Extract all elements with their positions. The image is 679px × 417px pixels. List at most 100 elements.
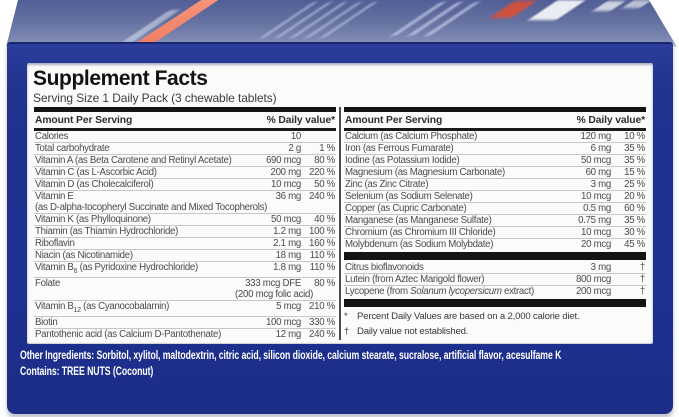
table-row: Vitamin D (as Cholecalciferol) 10 mcg 50 %	[34, 178, 336, 190]
nutrient-daily-value: 80 %	[314, 155, 335, 167]
column-header: Amount Per Serving % Daily value*	[34, 112, 336, 128]
nutrient-daily-value: 60 %	[624, 203, 645, 215]
nutrient-daily-value: 110 %	[309, 262, 336, 274]
table-top-rule	[34, 107, 336, 113]
table-row: Manganese (as Manganese Sulfate) 0.75 mg 3…	[344, 214, 646, 226]
nutrient-name: Vitamin A (as Beta Carotene and Retinyl …	[35, 155, 232, 167]
nutrient-daily-value: 50 %	[314, 179, 335, 191]
nutrient-amount: 1.8 mg	[273, 262, 301, 274]
header-amount-per-serving: Amount Per Serving	[35, 115, 133, 127]
table-row: Vitamin A (as Beta Carotene and Retinyl …	[34, 154, 336, 166]
nutrient-amount-line2: (200 mcg folic acid)	[235, 288, 313, 300]
table-row: Niacin (as Nicotinamide) 18 mg 110 %	[34, 249, 336, 261]
nutrient-name: Vitamin B6 (as Pyridoxine Hydrochloride)	[35, 262, 198, 275]
table-row: Molybdenum (as Sodium Molybdate) 20 mcg 45…	[344, 238, 646, 250]
nutrient-amount: 120 mg	[580, 131, 611, 143]
nutrient-amount: 200 mg	[270, 167, 301, 179]
table-row-continuation: (200 mcg folic acid)	[34, 289, 336, 300]
nutrient-amount: 10 mcg	[581, 191, 611, 203]
nutrient-amount: 36 mg	[275, 191, 302, 203]
nutrient-name: Vitamin E	[35, 191, 74, 203]
nutrient-amount: 100 mcg	[265, 316, 301, 328]
facts-column-right: Amount Per Serving % Daily value* Calcium …	[339, 107, 649, 340]
facts-column-left: Amount Per Serving % Daily value* Calories…	[31, 107, 339, 340]
nutrient-daily-value: 35 %	[624, 155, 645, 167]
nutrient-name: Citrus bioflavonoids	[345, 262, 424, 274]
panel-title: Supplement Facts	[33, 67, 208, 90]
table-row: Biotin 100 mcg 330 %	[34, 315, 336, 328]
table-row: Calcium (as Calcium Phosphate) 120 mg 10 %	[344, 131, 646, 142]
header-rule	[344, 128, 646, 132]
nutrient-name: Copper (as Cupric Carbonate)	[345, 203, 467, 215]
nutrient-daily-value: 80 %	[314, 277, 335, 289]
table-row: Calories 10	[34, 131, 336, 142]
box-top-print	[622, 0, 652, 8]
table-row: Vitamin B12 (as Cyanocobalamin) 5 mcg 210 …	[34, 299, 336, 316]
nutrient-daily-value: 35 %	[624, 143, 645, 155]
table-row: Selenium (as Sodium Selenate) 10 mcg 20 %	[344, 190, 646, 202]
other-ingredients-label: Other Ingredients:	[20, 350, 95, 362]
section-rule	[344, 299, 646, 308]
nutrient-amount: 0.5 mg	[583, 203, 611, 215]
header-daily-value: % Daily value*	[266, 115, 336, 127]
box-top-print	[592, 1, 626, 11]
nutrient-name: Selenium (as Sodium Selenate)	[345, 191, 473, 203]
nutrient-name: Vitamin C (as L-Ascorbic Acid)	[35, 167, 157, 179]
nutrient-name: Vitamin K (as Phylloquinone)	[35, 214, 151, 226]
table-row: Iodine (as Potassium Iodide) 50 mcg 35 %	[344, 154, 646, 166]
table-row: Folate 333 mcg DFE 80 %	[34, 276, 336, 289]
nutrient-amount: 690 mcg	[265, 155, 301, 167]
footnote-text: Daily value not established.	[357, 326, 469, 338]
nutrient-amount: 50 mcg	[271, 214, 301, 226]
table-row: Zinc (as Zinc Citrate) 3 mg 25 %	[344, 178, 646, 190]
nutrient-amount: 18 mg	[275, 250, 302, 262]
box-top-print	[528, 0, 586, 20]
nutrient-amount: 20 mcg	[581, 239, 611, 251]
nutrient-daily-value: 20 %	[624, 191, 645, 203]
nutrient-name: Zinc (as Zinc Citrate)	[345, 179, 429, 191]
nutrient-name: Vitamin D (as Cholecalciferol)	[35, 179, 154, 191]
facts-table: Amount Per Serving % Daily value* Calories…	[31, 107, 649, 340]
table-row: Chromium (as Chromium III Chloride) 10 mc…	[344, 226, 646, 238]
table-row: Vitamin C (as L-Ascorbic Acid) 200 mg 220 …	[34, 166, 336, 178]
nutrient-daily-value: †	[639, 286, 645, 298]
table-row: Lutein (from Aztec Marigold flower) 800 m…	[344, 273, 646, 285]
allergen-statement: Contains: TREE NUTS (Coconut)	[20, 364, 660, 380]
table-row: Riboflavin 2.1 mg 160 %	[34, 237, 336, 249]
nutrient-name: Chromium (as Chromium III Chloride)	[345, 227, 496, 239]
nutrient-daily-value: 1 %	[319, 143, 335, 155]
nutrient-name: Calcium (as Calcium Phosphate)	[345, 131, 478, 143]
nutrient-daily-value: 110 %	[309, 250, 336, 262]
table-row: Thiamin (as Thiamin Hydrochloride) 1.2 mg…	[34, 225, 336, 237]
table-row: Lycopene (from Solanum lycopersicum extr…	[344, 285, 646, 297]
nutrient-amount: 200 mcg	[575, 286, 611, 298]
nutrient-amount: 5 mcg	[276, 300, 301, 312]
other-ingredients-text: Sorbitol, xylitol, maltodextrin, citric …	[96, 350, 562, 362]
nutrient-name: Riboflavin	[35, 238, 75, 250]
table-row: Magnesium (as Magnesium Carbonate) 60 mg 1…	[344, 166, 646, 178]
table-row: Vitamin B6 (as Pyridoxine Hydrochloride)…	[34, 261, 336, 277]
box-top-print	[259, 2, 318, 38]
nutrient-amount: 800 mcg	[575, 274, 611, 286]
nutrient-daily-value: 25 %	[624, 179, 645, 191]
table-row: Iron (as Ferrous Fumarate) 6 mg 35 %	[344, 142, 646, 154]
box-top-print	[489, 1, 537, 18]
nutrient-name: Molybdenum (as Sodium Molybdate)	[345, 239, 494, 251]
nutrient-name: Lutein (from Aztec Marigold flower)	[345, 274, 485, 286]
box-top-stripe	[130, 0, 219, 47]
nutrient-amount: 0.75 mg	[578, 215, 611, 227]
footnote-text: Percent Daily Values are based on a 2,00…	[357, 311, 580, 323]
box-front: Supplement Facts Serving Size 1 Daily Pa…	[7, 42, 673, 414]
table-row-continuation: (as D-alpha-tocopheryl Succinate and Mix…	[34, 202, 336, 213]
nutrient-name: Pantothenic acid (as Calcium D-Pantothen…	[35, 328, 222, 340]
nutrient-daily-value: 240 %	[309, 191, 335, 203]
nutrient-daily-value: 100 %	[309, 226, 335, 238]
table-row: Citrus bioflavonoids 3 mg †	[344, 262, 646, 273]
table-row: Copper (as Cupric Carbonate) 0.5 mg 60 %	[344, 202, 646, 214]
box-top	[6, 0, 677, 47]
nutrient-name: Thiamin (as Thiamin Hydrochloride)	[35, 226, 179, 238]
nutrient-name: Iron (as Ferrous Fumarate)	[345, 143, 454, 155]
nutrient-daily-value: 30 %	[624, 227, 645, 239]
nutrient-daily-value: 15 %	[624, 167, 645, 179]
